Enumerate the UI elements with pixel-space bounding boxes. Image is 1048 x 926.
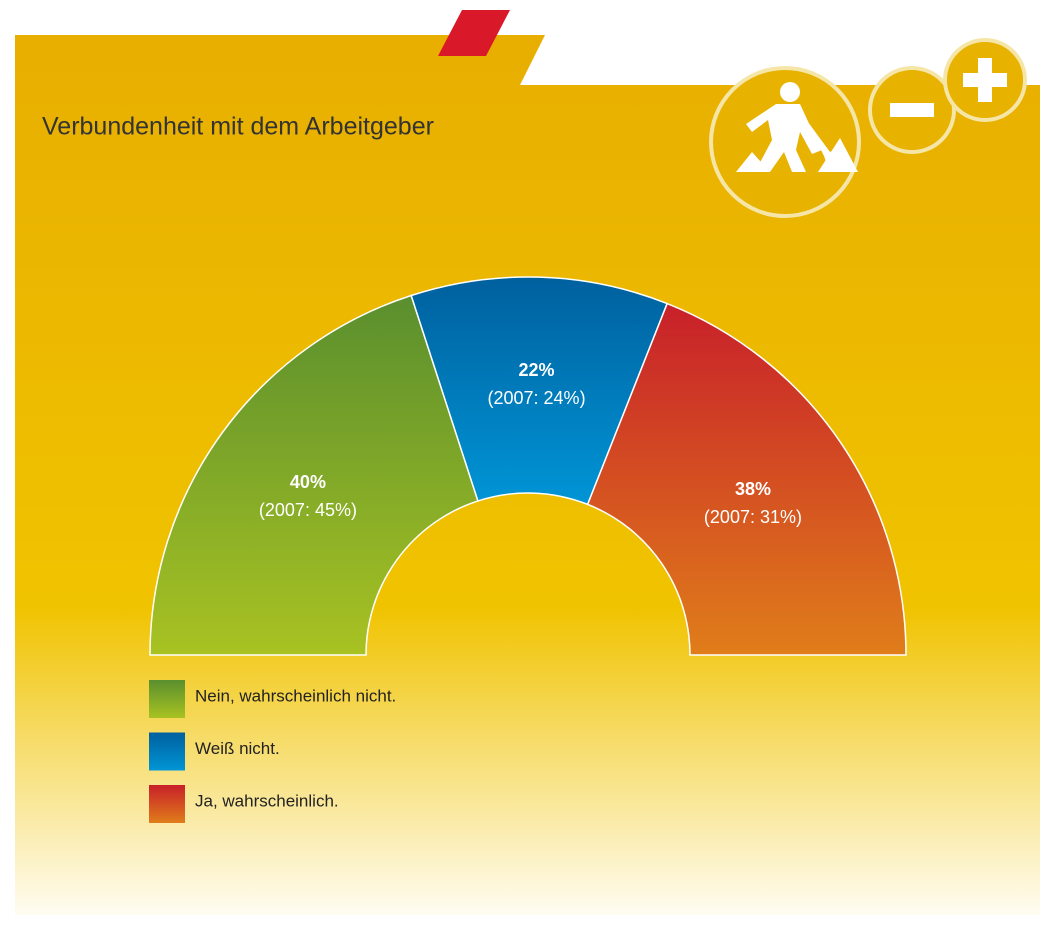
legend-label: Weiß nicht. <box>195 739 280 758</box>
comparison-label: (2007: 45%) <box>259 500 357 520</box>
slice <box>149 294 479 656</box>
slice <box>410 276 669 506</box>
chart-title: Verbundenheit mit dem Arbeitgeber <box>42 113 434 141</box>
icon <box>709 38 1027 218</box>
comparison-label: (2007: 31%) <box>704 507 802 527</box>
value-label: 38% <box>735 479 771 499</box>
accent <box>438 10 510 56</box>
legend-swatch <box>149 680 185 718</box>
value-label: 40% <box>290 472 326 492</box>
legend-swatch <box>149 785 185 823</box>
legend-label: Ja, wahrscheinlich. <box>195 791 339 810</box>
comparison-label: (2007: 24%) <box>488 388 586 408</box>
slice <box>586 302 907 656</box>
legend-swatch <box>149 732 185 771</box>
legend-label: Nein, wahrscheinlich nicht. <box>195 686 396 705</box>
value-label: 22% <box>519 360 555 380</box>
